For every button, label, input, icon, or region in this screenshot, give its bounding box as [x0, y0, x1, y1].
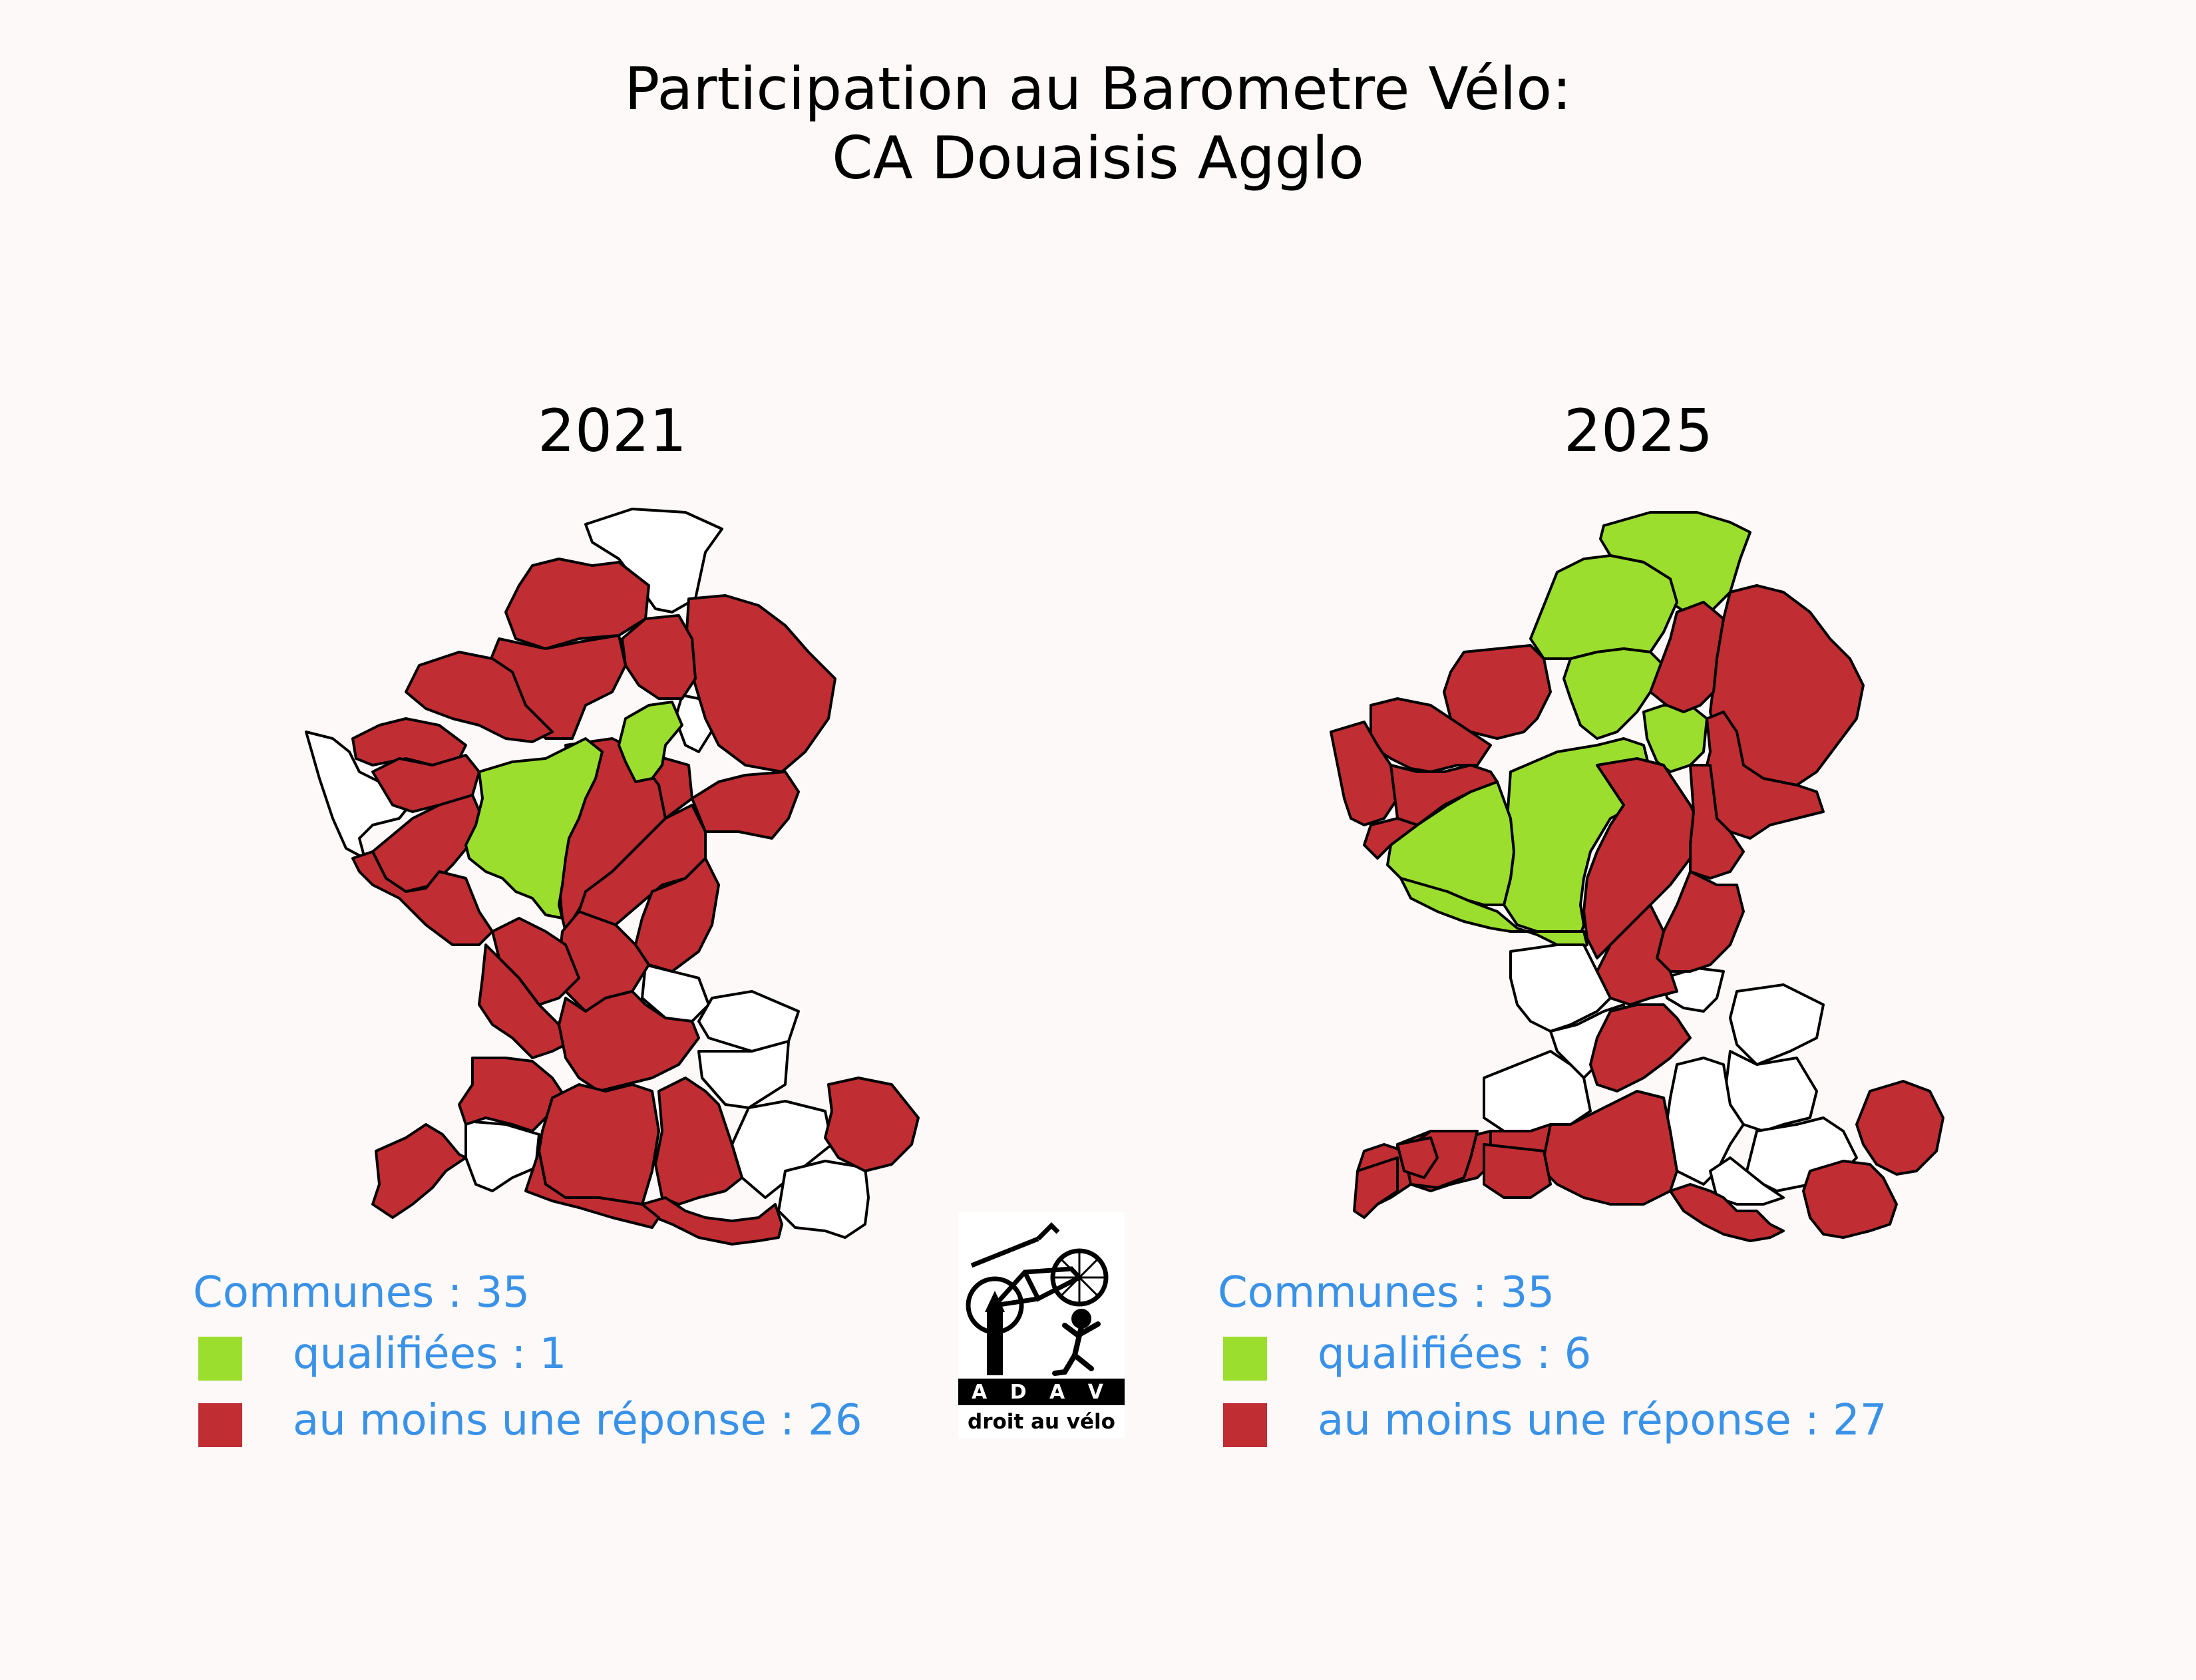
- commune-response: [558, 990, 700, 1092]
- commune-response: [1689, 764, 1745, 880]
- commune-qualified: [618, 701, 683, 783]
- commune-no-response: [1729, 983, 1825, 1066]
- legend-answered: au moins une réponse : 27: [1318, 1396, 1887, 1445]
- commune-no-response: [464, 1120, 540, 1192]
- title-line-1: Participation au Barometre Vélo:: [624, 55, 1572, 123]
- commune-response: [478, 943, 567, 1059]
- legend-qualified: qualifiées : 6: [1318, 1329, 1592, 1379]
- commune-response: [1589, 1003, 1692, 1092]
- legend-swatch-qualified: [198, 1337, 242, 1381]
- map-year-2025: 2025: [1564, 397, 1713, 465]
- commune-response: [524, 1150, 660, 1229]
- commune-response: [458, 1057, 567, 1132]
- commune-response: [1370, 697, 1492, 773]
- logo-bottom-text: droit au vélo: [968, 1410, 1115, 1434]
- commune-response: [1483, 1143, 1552, 1199]
- legend-swatch-answered: [198, 1403, 242, 1447]
- commune-qualified: [464, 737, 604, 920]
- map-year-2021: 2021: [538, 397, 687, 465]
- legend-swatch-answered: [1223, 1403, 1267, 1447]
- commune-response: [641, 1196, 783, 1246]
- commune-qualified: [1529, 554, 1678, 660]
- commune-response: [1363, 817, 1419, 860]
- commune-response: [538, 1083, 660, 1206]
- commune-response: [351, 717, 467, 766]
- commune-response: [371, 754, 480, 813]
- commune-response: [1649, 601, 1725, 713]
- commune-response: [1443, 644, 1552, 740]
- commune-response: [654, 1077, 743, 1206]
- commune-response: [691, 770, 800, 840]
- map-2025: [1330, 511, 1944, 1242]
- commune-response: [405, 651, 554, 743]
- commune-no-response: [305, 731, 414, 860]
- commune-response: [351, 850, 494, 946]
- commune-qualified: [1562, 647, 1665, 740]
- commune-response: [1656, 870, 1745, 973]
- commune-no-response: [584, 508, 723, 613]
- legend-communes-total: Communes : 35: [193, 1268, 530, 1317]
- commune-no-response: [1483, 1050, 1592, 1132]
- commune-no-response: [777, 1160, 870, 1239]
- commune-no-response: [697, 1040, 790, 1109]
- logo-top-text: A D A V: [972, 1381, 1111, 1404]
- commune-response: [634, 857, 720, 973]
- chart-title: Participation au Barometre Vélo: CA Doua…: [0, 55, 2196, 193]
- commune-response: [621, 614, 697, 700]
- commune-response: [824, 1077, 920, 1172]
- commune-response: [1396, 1136, 1439, 1179]
- commune-response: [684, 594, 836, 773]
- legend-qualified: qualifiées : 1: [293, 1329, 567, 1379]
- commune-no-response: [641, 963, 710, 1023]
- legend-swatch-qualified: [1223, 1337, 1267, 1381]
- title-line-2: CA Douaisis Agglo: [832, 124, 1364, 192]
- commune-no-response: [1509, 943, 1618, 1033]
- commune-response: [1802, 1160, 1898, 1239]
- adav-logo: A D A V droit au vélo: [958, 1212, 1125, 1438]
- legend-communes-total: Communes : 35: [1218, 1268, 1555, 1317]
- commune-response: [1330, 721, 1399, 826]
- commune-response: [1855, 1080, 1944, 1176]
- legend-answered: au moins une réponse : 26: [293, 1396, 862, 1445]
- commune-response: [1353, 1156, 1399, 1219]
- commune-response: [1596, 904, 1678, 1006]
- commune-response: [1669, 1183, 1785, 1242]
- commune-response: [371, 1123, 467, 1219]
- map-2021: [305, 508, 920, 1246]
